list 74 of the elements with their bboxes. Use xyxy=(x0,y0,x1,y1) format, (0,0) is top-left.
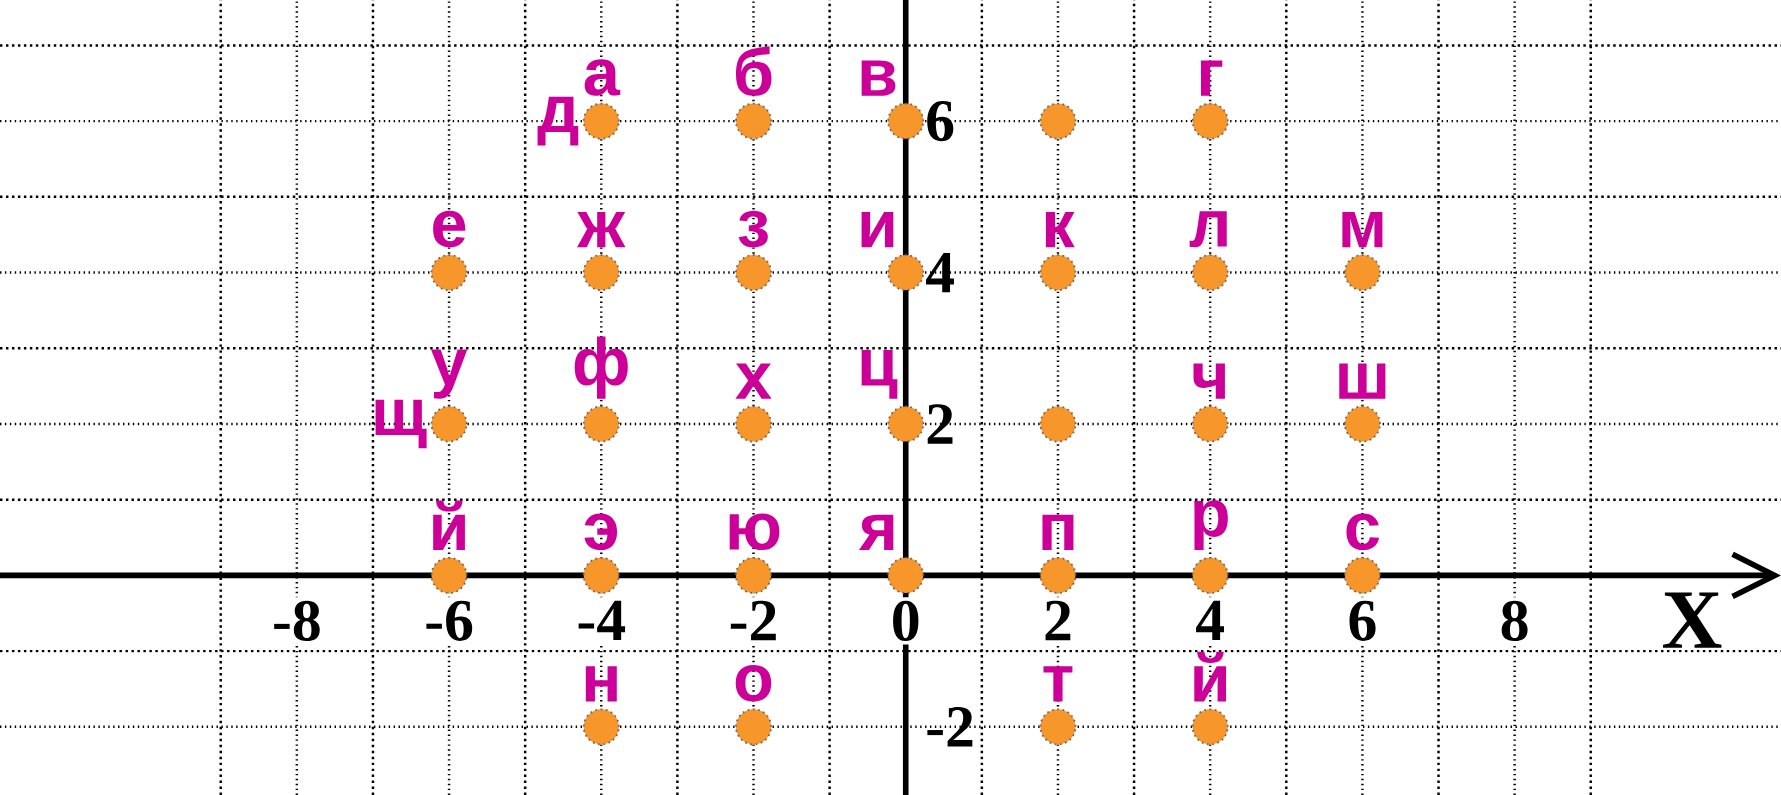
point xyxy=(735,708,772,746)
x-tick-label: 0 xyxy=(893,600,919,642)
point xyxy=(430,405,468,443)
annotation: п xyxy=(1042,514,1074,551)
point xyxy=(1343,254,1381,292)
y-tick-label: 2 xyxy=(927,404,953,444)
point xyxy=(1191,102,1229,140)
x-axis-title: X xyxy=(1663,592,1722,648)
point xyxy=(1191,556,1229,594)
point xyxy=(1191,405,1229,443)
annotation: о xyxy=(735,664,772,702)
point xyxy=(1039,102,1077,140)
annotation: ж xyxy=(577,211,626,248)
annotation: м xyxy=(1342,211,1383,248)
point xyxy=(1039,254,1077,292)
point xyxy=(582,405,620,443)
annotation: у xyxy=(430,349,468,399)
x-tick-label: -8 xyxy=(274,600,320,642)
annotation: ч xyxy=(1193,363,1225,399)
point xyxy=(582,254,620,292)
annotation: и xyxy=(861,211,894,248)
point xyxy=(1039,708,1077,746)
point xyxy=(582,708,620,746)
annotation: т xyxy=(1043,666,1073,702)
y-tick-label: -2 xyxy=(927,707,973,747)
annotation: й xyxy=(433,500,465,551)
point xyxy=(1343,405,1381,443)
point xyxy=(735,556,772,594)
x-tick-label: 8 xyxy=(1501,600,1528,642)
annotation: щ xyxy=(375,399,427,449)
annotation: н xyxy=(585,666,617,702)
annotation: й xyxy=(1194,651,1227,702)
point xyxy=(735,254,772,292)
point xyxy=(430,254,468,292)
annotation: б xyxy=(735,46,772,96)
point xyxy=(887,102,925,140)
annotation: г xyxy=(1200,60,1223,96)
annotation: ф xyxy=(574,336,628,399)
y-tick-label: 4 xyxy=(926,252,954,293)
point xyxy=(887,556,925,594)
annotation: х xyxy=(735,363,772,399)
annotation: в xyxy=(861,60,896,96)
annotation: к xyxy=(1045,211,1075,248)
point xyxy=(582,556,620,594)
x-tick-label: -6 xyxy=(426,600,473,641)
point xyxy=(887,254,925,292)
annotation: д xyxy=(537,96,579,146)
annotation: я xyxy=(858,514,894,551)
annotation: е xyxy=(433,210,466,248)
point xyxy=(1191,254,1229,292)
annotation: э xyxy=(584,513,618,551)
x-tick-label: -2 xyxy=(730,600,776,641)
x-tick-label: 2 xyxy=(1045,600,1071,641)
annotation: ю xyxy=(729,513,780,551)
point xyxy=(582,102,620,140)
point xyxy=(1191,708,1229,746)
point xyxy=(430,556,468,594)
annotation: а xyxy=(584,59,621,96)
x-tick-label: 6 xyxy=(1349,600,1376,641)
x-tick-label: 4 xyxy=(1196,600,1225,641)
point xyxy=(735,102,772,140)
annotation: ц xyxy=(861,350,898,399)
point xyxy=(1039,556,1077,594)
annotation: з xyxy=(738,210,768,248)
annotation: р xyxy=(1194,500,1228,551)
annotation: ш xyxy=(1339,363,1386,399)
point xyxy=(1039,405,1077,443)
y-tick-label: 6 xyxy=(927,101,954,142)
point xyxy=(735,405,772,443)
point xyxy=(1343,556,1381,594)
annotation: с xyxy=(1346,513,1380,551)
point xyxy=(887,405,925,443)
annotation: л xyxy=(1189,211,1227,248)
x-tick-label: -4 xyxy=(578,600,626,641)
